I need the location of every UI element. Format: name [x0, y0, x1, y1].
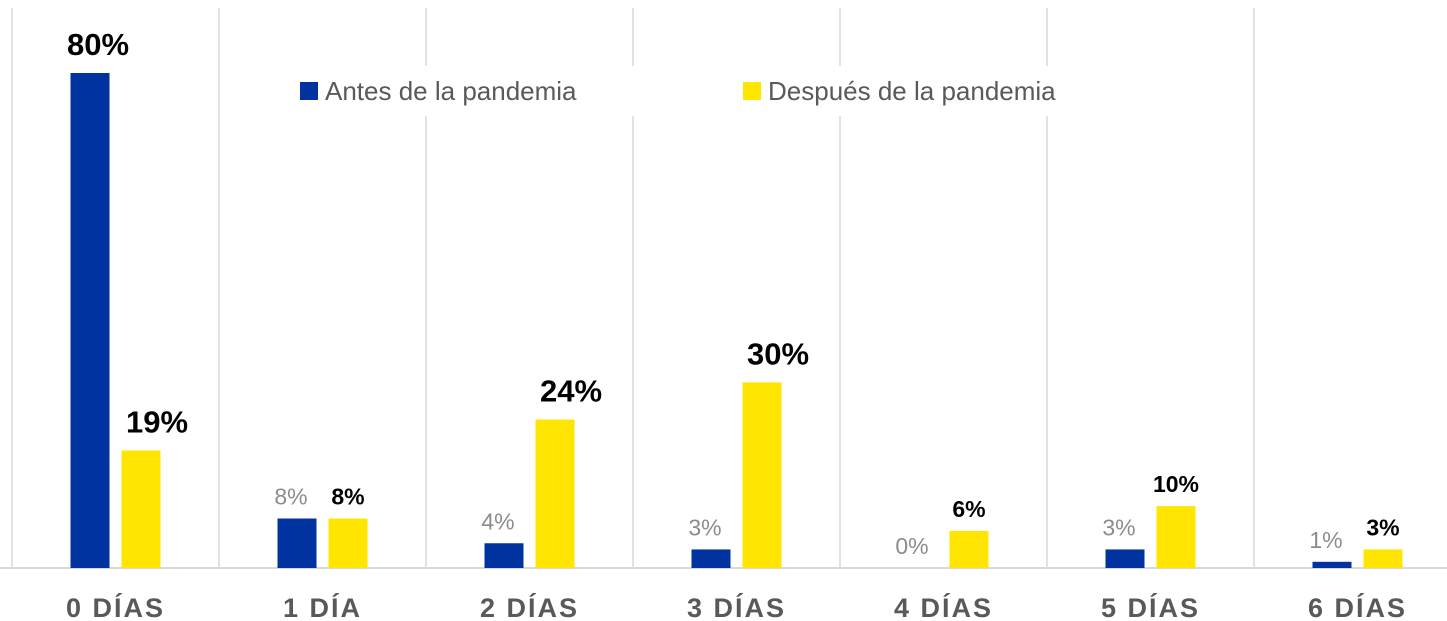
x-tick-label: 6 DÍAS	[1308, 592, 1407, 621]
bar	[1156, 506, 1196, 568]
data-label: 8%	[331, 484, 364, 510]
data-label: 3%	[1366, 514, 1399, 540]
x-tick-label: 1 DÍA	[283, 592, 362, 621]
data-label: 24%	[540, 374, 602, 409]
data-label: 3%	[1102, 514, 1135, 540]
bar	[742, 382, 782, 568]
data-label: 10%	[1153, 471, 1199, 497]
x-tick-label: 4 DÍAS	[894, 592, 993, 621]
data-label: 19%	[126, 404, 188, 439]
data-label: 1%	[1309, 527, 1342, 553]
bar	[484, 543, 524, 568]
bar	[1363, 549, 1403, 568]
data-label: 8%	[274, 484, 307, 510]
bar	[949, 530, 989, 568]
bar	[535, 419, 575, 568]
bar	[328, 518, 368, 568]
bar	[691, 549, 731, 568]
x-tick-label: 5 DÍAS	[1101, 592, 1200, 621]
legend-swatch	[743, 82, 761, 100]
legend-label: Después de la pandemia	[768, 76, 1056, 106]
bar	[1105, 549, 1145, 568]
bar	[70, 73, 110, 568]
x-tick-label: 0 DÍAS	[66, 592, 165, 621]
data-label: 6%	[952, 496, 985, 522]
bar	[277, 518, 317, 568]
data-label: 80%	[67, 27, 129, 62]
legend-label: Antes de la pandemia	[325, 76, 577, 106]
bar	[1312, 561, 1352, 568]
x-tick-label: 2 DÍAS	[480, 592, 579, 621]
x-tick-label: 3 DÍAS	[687, 592, 786, 621]
bar	[121, 450, 161, 568]
legend-background	[222, 66, 1248, 116]
data-label: 3%	[688, 514, 721, 540]
legend-swatch	[300, 82, 318, 100]
data-label: 4%	[481, 508, 514, 534]
data-label: 30%	[747, 336, 809, 371]
data-label: 0%	[895, 533, 928, 559]
